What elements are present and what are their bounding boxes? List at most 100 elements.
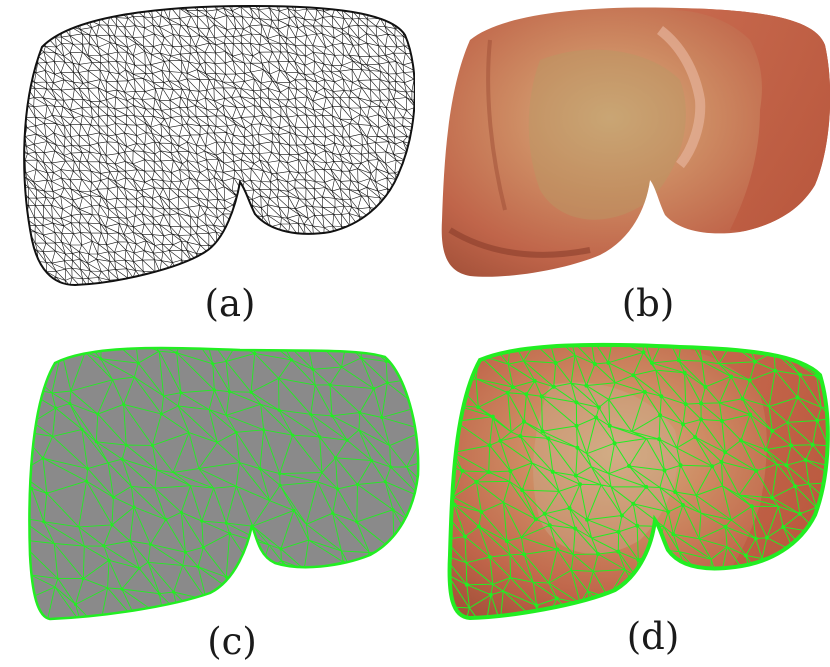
panel-a-wireframe <box>23 4 415 287</box>
mesh-node <box>54 406 58 410</box>
mesh-node <box>753 536 758 541</box>
mesh-node <box>128 539 132 543</box>
mesh-node <box>770 428 775 433</box>
mesh-node <box>146 338 149 341</box>
outline-a <box>23 4 415 287</box>
mesh-node <box>596 552 600 556</box>
mesh-node <box>522 552 527 557</box>
outline-c <box>28 346 420 621</box>
mesh-node <box>311 367 315 371</box>
caption-b: (b) <box>621 282 675 325</box>
mesh-node <box>474 479 479 484</box>
mesh-node <box>606 595 611 600</box>
mesh-node <box>258 467 262 471</box>
outline-d <box>447 342 830 621</box>
mesh-node <box>293 584 297 588</box>
panel-c-gray-mesh <box>3 338 420 629</box>
mesh-node <box>200 519 204 523</box>
mesh-node <box>762 581 767 586</box>
mesh-node <box>573 473 578 478</box>
mesh-node <box>748 412 753 417</box>
mesh-node <box>683 402 688 407</box>
mesh-node <box>498 620 502 624</box>
mesh-node <box>3 551 6 554</box>
mesh-node <box>678 463 683 468</box>
mesh-node <box>212 388 216 392</box>
mesh-node <box>183 550 187 554</box>
mesh-node <box>542 511 547 516</box>
mesh-node <box>453 419 458 424</box>
mesh-node <box>699 401 703 406</box>
mesh-node <box>740 396 745 401</box>
mesh-node <box>534 603 539 608</box>
mesh-node <box>673 490 678 494</box>
organ-texture-b <box>441 7 830 277</box>
mesh-node <box>816 530 821 535</box>
mesh-node <box>664 335 668 336</box>
mesh-node <box>486 470 491 474</box>
mesh-node <box>795 395 800 400</box>
mesh-node <box>627 464 632 468</box>
mesh-node <box>642 390 647 394</box>
mesh-node <box>754 468 759 473</box>
mesh-node <box>567 506 572 511</box>
mesh-node <box>533 517 538 522</box>
mesh-node <box>249 390 253 394</box>
mesh-node <box>498 438 503 443</box>
mesh-node <box>631 373 636 378</box>
mesh-node <box>228 531 232 535</box>
mesh-node <box>443 462 447 466</box>
mesh-node <box>476 524 481 529</box>
mesh-node <box>96 412 100 416</box>
mesh-node <box>508 469 513 473</box>
panel-b-texture <box>441 7 830 277</box>
mesh-node <box>607 423 612 428</box>
mesh-node <box>42 520 46 524</box>
mesh-node <box>717 601 722 606</box>
mesh-node <box>659 394 664 399</box>
mesh-node <box>291 433 295 437</box>
mesh-node <box>619 513 624 518</box>
mesh-node <box>753 359 757 364</box>
mesh-node <box>224 521 228 525</box>
mesh-node <box>722 626 726 630</box>
mesh-node <box>279 547 283 551</box>
mesh-node <box>510 385 515 390</box>
mesh-node <box>585 517 590 522</box>
mesh-node <box>136 361 140 365</box>
mesh-node <box>666 509 671 514</box>
mesh-node <box>826 526 828 531</box>
mesh-node <box>749 504 754 509</box>
mesh-node <box>644 484 649 489</box>
mesh-node <box>662 468 667 473</box>
mesh-node <box>443 446 447 450</box>
mesh-node <box>555 547 560 552</box>
mesh-node <box>278 483 282 487</box>
mesh-node <box>738 617 743 619</box>
mesh-node <box>655 547 660 552</box>
mesh-node <box>637 593 642 598</box>
mesh-node <box>814 626 818 630</box>
mesh-node <box>16 516 19 519</box>
mesh-node <box>569 337 573 341</box>
mesh-node <box>102 544 106 548</box>
mesh-node <box>314 626 317 629</box>
mesh-node <box>490 414 495 419</box>
mesh-node <box>137 566 141 570</box>
mesh-node <box>747 378 752 383</box>
mesh-node <box>784 463 789 468</box>
mesh-node <box>380 415 384 420</box>
mesh-node <box>463 534 467 539</box>
mesh-node <box>793 484 798 489</box>
mesh-node <box>370 459 374 463</box>
mesh-node <box>136 621 139 624</box>
mesh-node <box>262 428 266 432</box>
mesh-node <box>680 503 685 507</box>
mesh-node <box>179 391 183 395</box>
mesh-node <box>17 471 20 474</box>
mesh-node <box>592 362 597 366</box>
mesh-node <box>410 625 413 628</box>
mesh-node <box>211 362 215 366</box>
mesh-node <box>719 418 724 423</box>
caption-a: (a) <box>204 282 256 325</box>
